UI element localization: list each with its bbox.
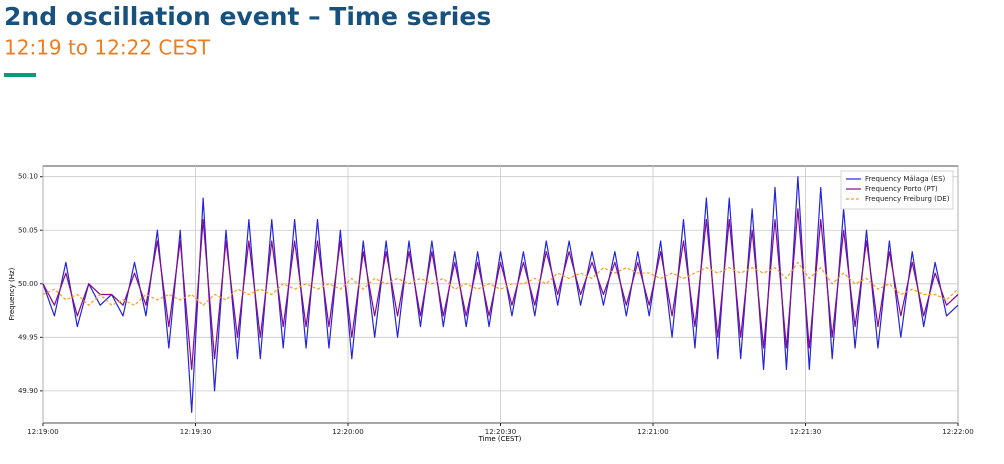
- legend-label: Frequency Freiburg (DE): [865, 195, 950, 203]
- x-tick-label: 12:19:00: [27, 428, 58, 436]
- x-tick-label: 12:20:00: [332, 428, 363, 436]
- legend-label: Frequency Málaga (ES): [865, 175, 946, 183]
- legend-box: [840, 170, 954, 210]
- series-line: [42, 208, 959, 371]
- y-tick-label: 49.95: [18, 333, 38, 341]
- x-tick-label: 12:21:30: [790, 428, 821, 436]
- legend-label: Frequency Porto (PT): [865, 185, 938, 193]
- slide-title: 2nd oscillation event – Time series: [4, 2, 491, 31]
- x-tick-label: 12:20:30: [485, 428, 516, 436]
- y-tick-label: 50.00: [18, 280, 38, 288]
- x-axis-label: Time (CEST): [478, 435, 522, 443]
- slide-subtitle: 12:19 to 12:22 CEST: [4, 36, 211, 60]
- x-tick-label: 12:21:00: [637, 428, 668, 436]
- y-tick-label: 50.05: [18, 226, 38, 234]
- y-tick-label: 50.10: [18, 173, 38, 181]
- accent-bar: [4, 73, 36, 77]
- x-tick-label: 12:22:00: [942, 428, 973, 436]
- y-tick-label: 49.90: [18, 387, 38, 395]
- x-tick-label: 12:19:30: [180, 428, 211, 436]
- y-axis-label: Frequency (Hz): [8, 267, 16, 320]
